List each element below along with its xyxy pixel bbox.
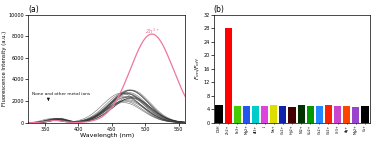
Bar [297, 105, 305, 123]
Bar [343, 106, 350, 123]
Bar [279, 106, 287, 123]
Bar [234, 106, 241, 123]
Y-axis label: Fluorescence Intensity (a.u.): Fluorescence Intensity (a.u.) [2, 31, 7, 106]
Text: (a): (a) [28, 5, 39, 14]
Bar [270, 105, 277, 123]
Text: $Zn^{2+}$: $Zn^{2+}$ [145, 26, 161, 36]
Text: None and other metal ions: None and other metal ions [32, 92, 90, 96]
Bar [334, 106, 341, 123]
Bar [225, 28, 232, 123]
Y-axis label: $F_{on}/F_{off}$: $F_{on}/F_{off}$ [193, 57, 202, 80]
Bar [325, 105, 332, 123]
Bar [361, 106, 369, 123]
X-axis label: Wavelength (nm): Wavelength (nm) [80, 133, 134, 138]
Bar [215, 105, 223, 123]
Bar [252, 106, 259, 123]
Text: (b): (b) [214, 5, 225, 14]
Bar [261, 106, 268, 123]
Bar [352, 107, 359, 123]
Bar [316, 106, 323, 123]
Bar [307, 106, 314, 123]
Bar [243, 106, 250, 123]
Bar [288, 107, 296, 123]
